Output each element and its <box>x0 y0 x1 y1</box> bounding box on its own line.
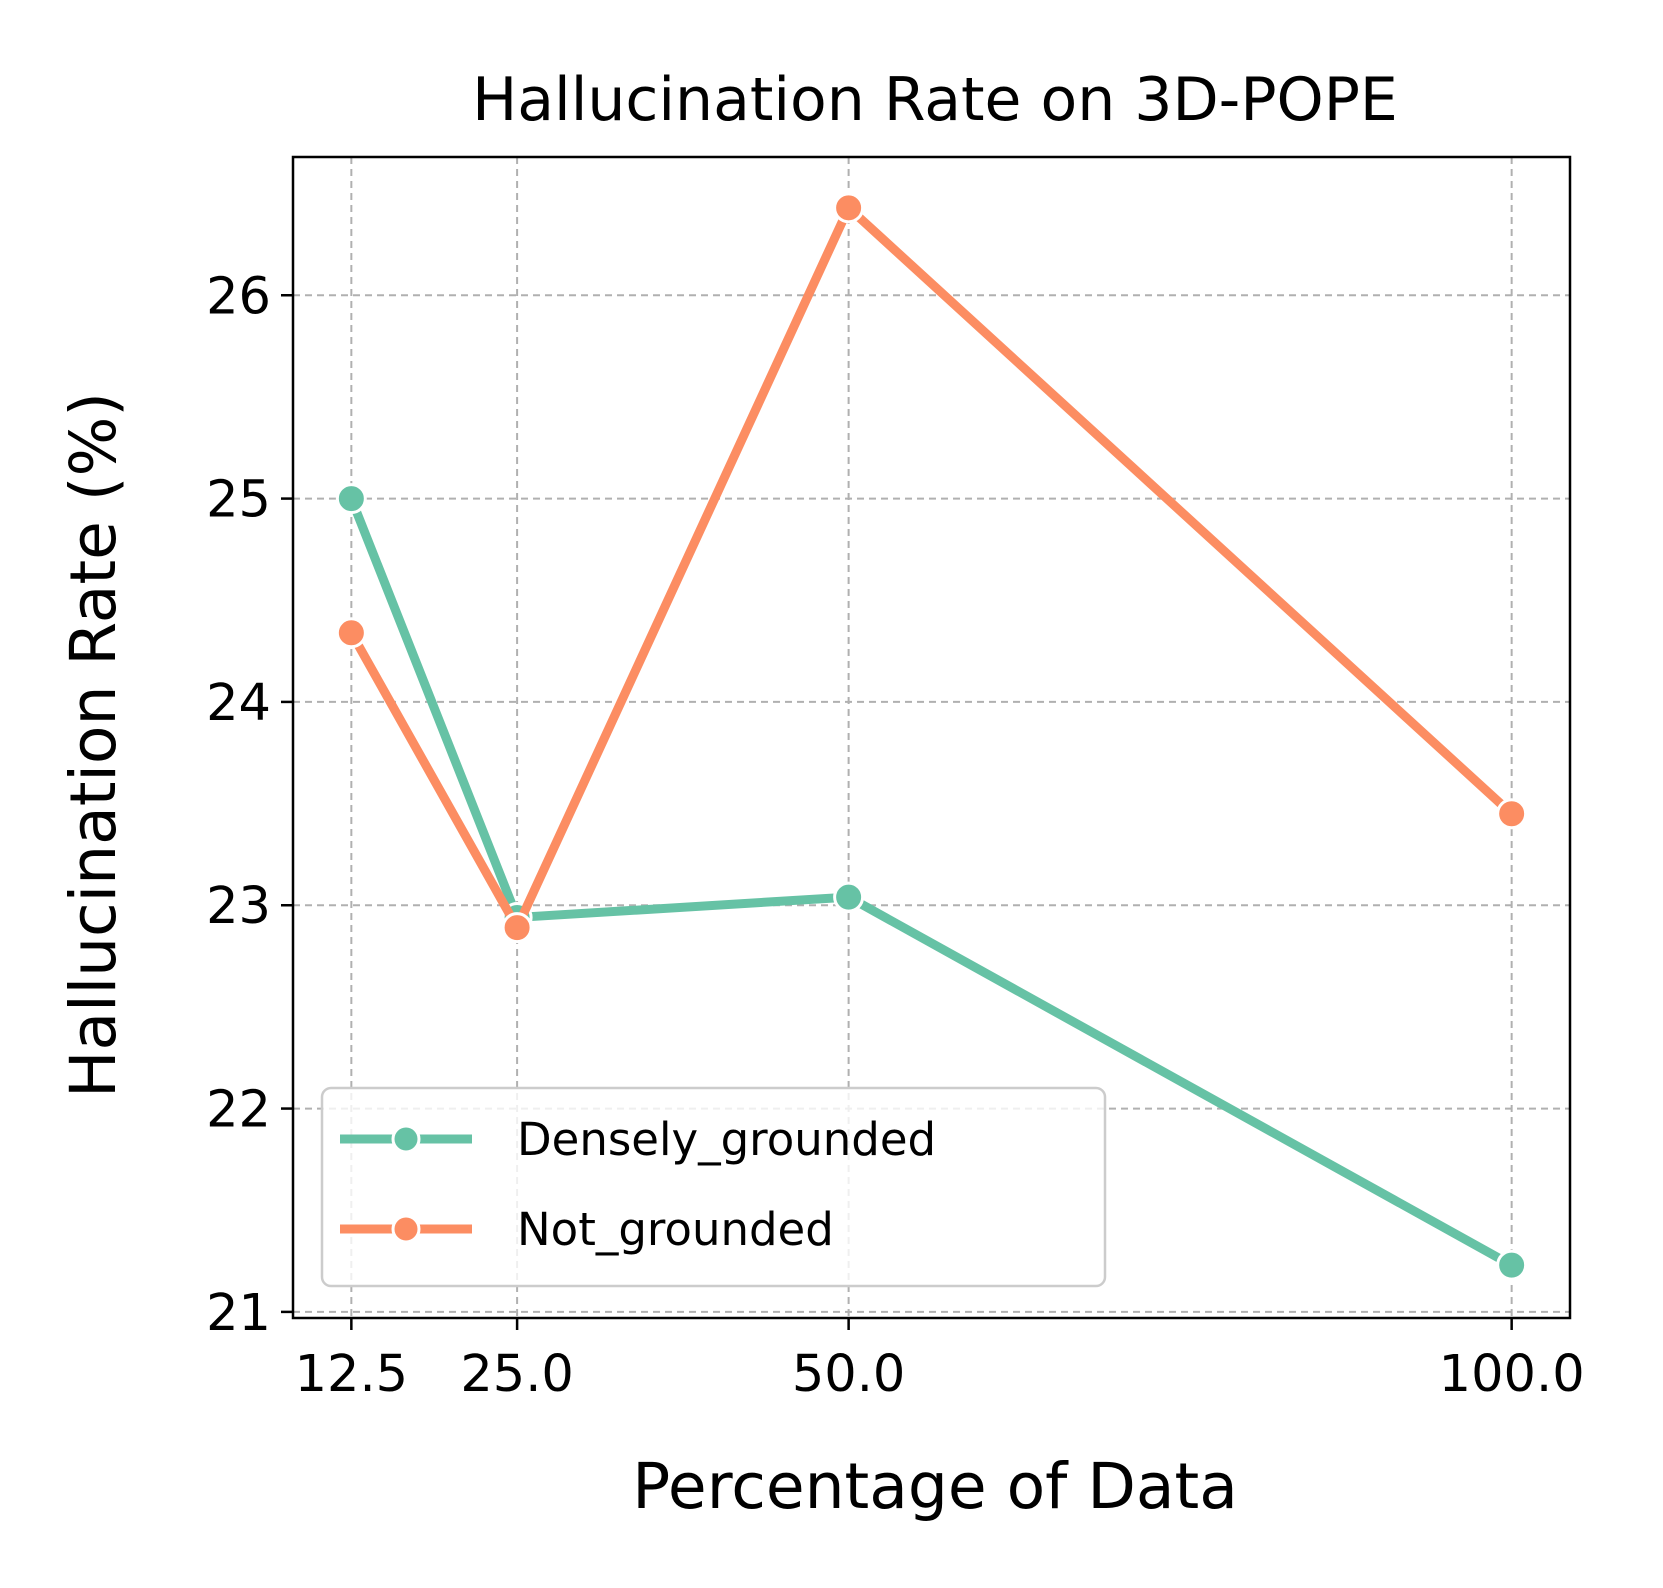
x-tick-label: 12.5 <box>295 1345 409 1404</box>
series-group <box>335 192 1528 1281</box>
legend-label-not-grounded: Not_grounded <box>517 1203 834 1256</box>
data-point-densely-grounded <box>1496 1249 1528 1281</box>
x-axis-label: Percentage of Data <box>632 1450 1238 1523</box>
plot-frame <box>291 155 1572 1320</box>
ticks: 12.5 25.0 50.0 100.0 21 22 23 24 25 26 <box>206 267 1585 1404</box>
x-tick-label: 100.0 <box>1439 1345 1585 1404</box>
y-tick-label: 25 <box>206 471 271 530</box>
y-tick-label: 26 <box>206 267 271 326</box>
data-point-not-grounded <box>335 617 367 649</box>
series-line-densely-grounded <box>346 494 1517 1270</box>
data-point-densely-grounded <box>833 881 865 913</box>
y-tick-label: 23 <box>206 877 271 936</box>
y-tick-label: 21 <box>206 1284 271 1343</box>
legend: Densely_grounded Not_grounded <box>320 1086 1107 1288</box>
y-tick-label: 22 <box>206 1081 271 1140</box>
series-line-not-grounded <box>346 203 1517 933</box>
legend-marker-densely-grounded <box>391 1124 421 1154</box>
x-tick-label: 25.0 <box>460 1345 574 1404</box>
data-point-not-grounded <box>501 912 533 944</box>
y-axis-label: Hallucination Rate (%) <box>57 392 130 1098</box>
legend-entry-densely-grounded: Densely_grounded <box>340 1113 936 1166</box>
legend-entry-not-grounded: Not_grounded <box>340 1203 834 1256</box>
legend-box <box>320 1086 1107 1288</box>
legend-marker-not-grounded <box>391 1214 421 1244</box>
legend-label-densely-grounded: Densely_grounded <box>517 1113 936 1166</box>
chart-title: Hallucination Rate on 3D-POPE <box>472 65 1398 135</box>
data-point-not-grounded <box>833 192 865 224</box>
data-point-not-grounded <box>1496 798 1528 830</box>
data-point-densely-grounded <box>335 483 367 515</box>
x-tick-label: 50.0 <box>792 1345 906 1404</box>
y-tick-label: 24 <box>206 674 271 733</box>
